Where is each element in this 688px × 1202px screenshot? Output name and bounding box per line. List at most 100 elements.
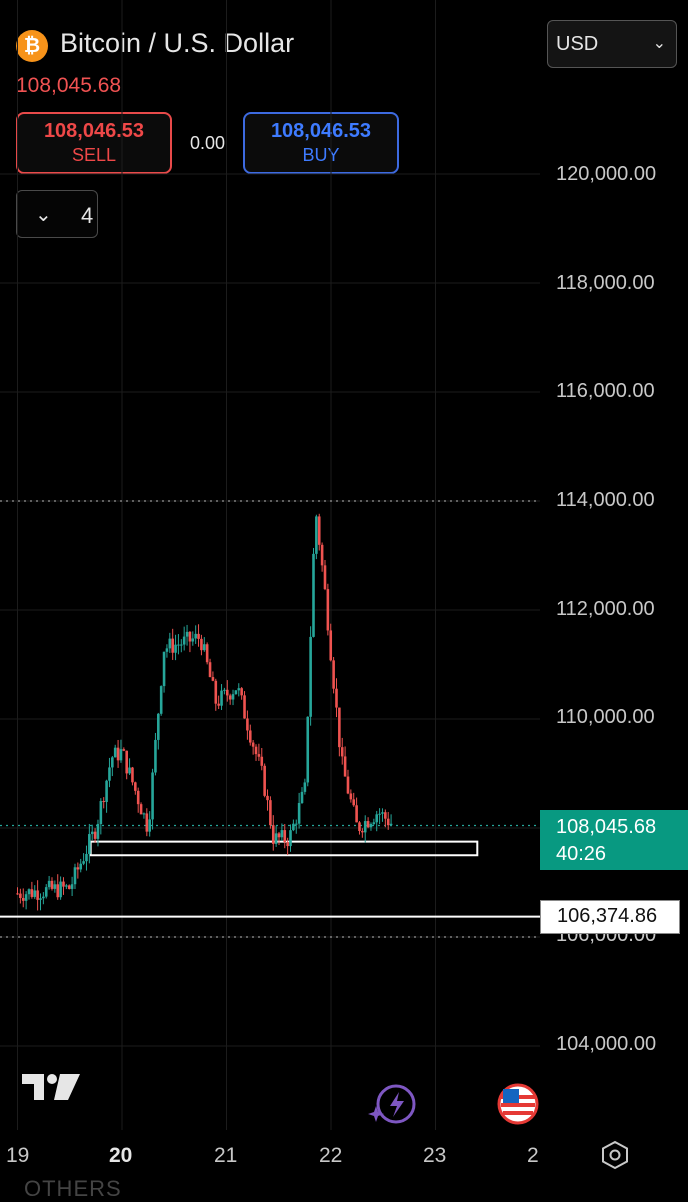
candle-body [47,880,51,888]
candle-body [65,885,68,887]
chart-header: ₿ Bitcoin / U.S. Dollar USD ⌄ [0,0,688,68]
candle-body [355,805,358,823]
candle-body [214,680,218,704]
candle-body [85,853,88,862]
candle-body [211,677,215,681]
candle-body [340,747,344,757]
candle-body [208,662,212,678]
candle-body [306,716,310,783]
candle-body [294,823,298,825]
candle-body [79,863,83,870]
y-tick-label: 110,000.00 [556,706,655,728]
candle-body [125,750,129,774]
sell-button[interactable]: 108,046.53 SELL [16,112,172,174]
candle-body [352,799,356,806]
candle-body [111,757,114,768]
candle-body [62,881,65,887]
candle-body [343,756,347,777]
candle-body [16,893,19,895]
candle-body [375,814,379,823]
candle-body [197,633,200,639]
indicators-toggle[interactable]: ⌄ 4 [16,190,98,238]
indicator-count: 4 [81,203,94,228]
candle-body [332,660,335,689]
lightning-icon[interactable] [368,1082,420,1126]
candle-body [154,739,157,773]
tradingview-logo[interactable] [22,1072,82,1102]
candle-body [157,713,160,740]
candle-body [312,553,315,637]
candle-body [200,638,203,651]
candle-body [260,756,264,766]
candle-body [320,544,324,566]
y-tick-label: 116,000.00 [556,380,655,402]
candle-body [243,695,246,719]
currency-select[interactable]: USD ⌄ [547,20,677,68]
candle-body [263,765,266,796]
buy-button[interactable]: 108,046.53 BUY [243,112,399,174]
candle-body [90,831,94,835]
candle-body [292,823,295,831]
support-zone-rectangle [89,840,479,857]
candle-body [119,749,123,761]
x-tick-label: 23 [423,1144,447,1167]
candle-body [323,565,327,590]
bitcoin-icon: ₿ [16,30,48,62]
candle-body [254,746,258,755]
candle-body [277,833,281,838]
candle-body [27,889,31,895]
currency-label: USD [556,33,599,55]
candle-body [315,516,318,554]
candle-body [122,749,126,751]
x-tick-label: 21 [214,1144,238,1167]
candle-body [116,747,120,761]
candle-body [59,881,62,898]
buy-label: BUY [302,145,340,165]
faded-footer-text: OTHERS [24,1176,122,1201]
candle-body [248,730,252,743]
candle-body [280,830,284,838]
candle-body [96,823,100,839]
candle-body [24,894,28,901]
candle-body [39,898,42,900]
symbol-title[interactable]: Bitcoin / U.S. Dollar [60,28,295,58]
candle-body [42,896,45,899]
candle-body [50,880,54,889]
candle-body [361,831,364,833]
candle-body [145,813,149,832]
chevron-down-icon: ⌄ [652,35,666,52]
settings-icon[interactable] [600,1140,630,1170]
candle-body [185,631,189,637]
candle-body [113,747,117,758]
candle-body [139,804,143,815]
candle-body [366,821,370,828]
candle-body [372,822,376,824]
candle-body [56,884,60,898]
candle-body [338,707,341,748]
candle-body [309,636,312,717]
y-tick-label: 114,000.00 [556,489,655,511]
candle-body [274,833,278,844]
candle-body [349,793,353,800]
candle-body [191,638,195,642]
sell-label: SELL [71,145,117,165]
candle-body [188,631,192,642]
y-tick-label: 120,000.00 [556,163,657,185]
candle-body [386,818,390,826]
current-price-tag: 108,045.68 40:26 [540,810,688,870]
candle-body [19,893,22,898]
buy-price: 108,046.53 [270,120,372,142]
candle-body [131,767,134,783]
candle-body [171,638,174,653]
candle-body [217,703,220,706]
candle-body [346,776,350,794]
candle-body [108,767,111,781]
candle-body [93,831,97,839]
x-tick-label: 19 [6,1144,30,1167]
candle-body [225,689,229,696]
candle-body [76,867,80,870]
candle-body [231,694,235,700]
candle-body [240,688,243,696]
us-flag-icon[interactable] [497,1083,539,1125]
